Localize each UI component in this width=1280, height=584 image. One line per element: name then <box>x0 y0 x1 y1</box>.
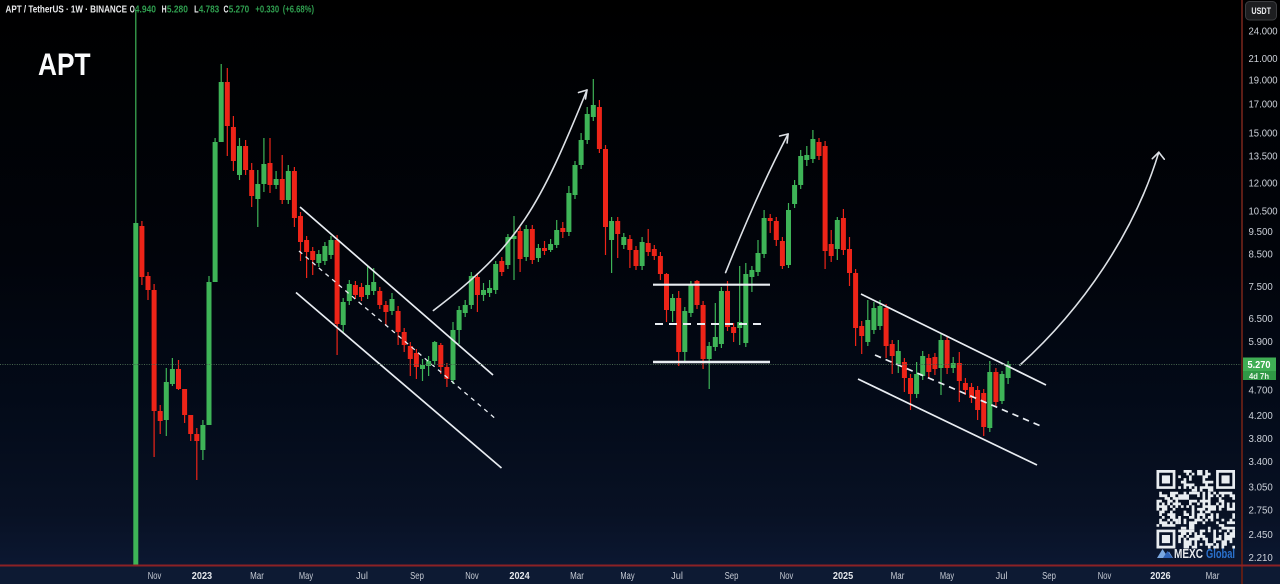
svg-text:2023: 2023 <box>192 571 213 582</box>
svg-text:Mar: Mar <box>1206 571 1220 582</box>
svg-text:4.700: 4.700 <box>1249 386 1274 397</box>
svg-text:Global: Global <box>1206 547 1235 561</box>
svg-text:5.270: 5.270 <box>229 5 250 16</box>
svg-text:15.000: 15.000 <box>1249 129 1279 140</box>
svg-text:5.900: 5.900 <box>1249 337 1274 348</box>
svg-text:4.940: 4.940 <box>135 5 157 16</box>
svg-text:May: May <box>620 571 634 582</box>
svg-text:2.750: 2.750 <box>1249 506 1274 517</box>
svg-text:2025: 2025 <box>833 571 854 582</box>
svg-text:12.000: 12.000 <box>1249 179 1279 190</box>
svg-text:3.800: 3.800 <box>1249 434 1274 445</box>
svg-text:Jul: Jul <box>671 571 683 582</box>
svg-text:May: May <box>299 571 313 582</box>
svg-text:O: O <box>130 5 135 16</box>
svg-text:2.210: 2.210 <box>1249 553 1274 564</box>
svg-text:8.500: 8.500 <box>1249 250 1274 261</box>
svg-text:4.783: 4.783 <box>199 5 220 16</box>
svg-text:Mar: Mar <box>891 571 905 582</box>
svg-text:APT / TetherUS · 1W · BINANCE: APT / TetherUS · 1W · BINANCE <box>6 5 128 16</box>
svg-text:Nov: Nov <box>148 571 162 582</box>
svg-text:13.500: 13.500 <box>1249 152 1279 163</box>
svg-text:10.500: 10.500 <box>1249 207 1279 218</box>
svg-text:21.000: 21.000 <box>1249 54 1279 65</box>
svg-text:(+6.68%): (+6.68%) <box>283 5 314 16</box>
svg-text:7.500: 7.500 <box>1249 282 1274 293</box>
svg-text:Nov: Nov <box>465 571 479 582</box>
svg-text:APT: APT <box>38 46 91 82</box>
svg-text:4d 7h: 4d 7h <box>1249 371 1269 381</box>
svg-text:L: L <box>194 5 199 16</box>
svg-text:Jul: Jul <box>996 571 1008 582</box>
svg-text:6.500: 6.500 <box>1249 314 1274 325</box>
svg-text:Jul: Jul <box>356 571 368 582</box>
svg-text:Nov: Nov <box>780 571 794 582</box>
svg-text:19.000: 19.000 <box>1249 76 1279 87</box>
svg-text:H: H <box>162 5 167 16</box>
svg-text:USDT: USDT <box>1251 6 1271 17</box>
svg-text:Sep: Sep <box>725 571 739 582</box>
svg-text:5.270: 5.270 <box>1248 360 1271 371</box>
svg-text:3.400: 3.400 <box>1249 457 1274 468</box>
svg-text:MEXC: MEXC <box>1174 547 1203 561</box>
svg-text:Nov: Nov <box>1098 571 1112 582</box>
svg-text:2024: 2024 <box>509 571 530 582</box>
svg-text:Sep: Sep <box>1042 571 1056 582</box>
svg-text:4.200: 4.200 <box>1249 411 1274 422</box>
svg-text:3.050: 3.050 <box>1249 483 1274 494</box>
svg-text:Mar: Mar <box>570 571 584 582</box>
svg-text:May: May <box>940 571 954 582</box>
svg-text:C: C <box>224 5 229 16</box>
svg-text:17.000: 17.000 <box>1249 100 1279 111</box>
svg-text:24.000: 24.000 <box>1249 27 1279 38</box>
svg-text:2026: 2026 <box>1150 571 1171 582</box>
svg-text:+0.330: +0.330 <box>255 5 279 16</box>
svg-text:5.280: 5.280 <box>167 5 188 16</box>
svg-text:Sep: Sep <box>410 571 424 582</box>
svg-text:Mar: Mar <box>250 571 264 582</box>
svg-text:2.450: 2.450 <box>1249 530 1274 541</box>
svg-text:9.500: 9.500 <box>1249 227 1274 238</box>
